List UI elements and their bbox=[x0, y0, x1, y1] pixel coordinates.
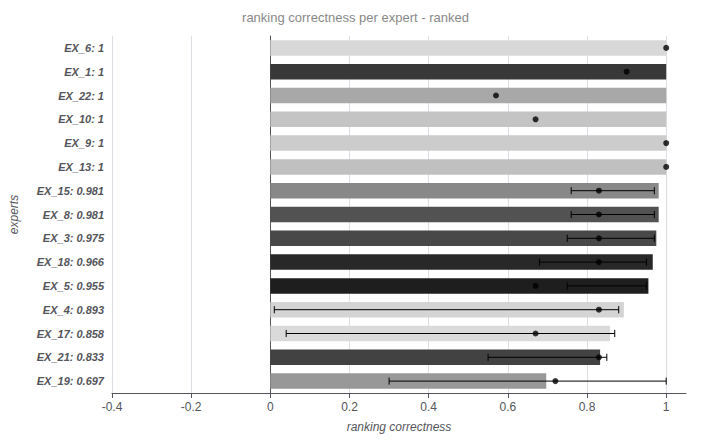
svg-text:EX_19: 0.697: EX_19: 0.697 bbox=[37, 375, 105, 387]
svg-text:EX_4: 0.893: EX_4: 0.893 bbox=[43, 304, 104, 316]
svg-text:EX_13: 1: EX_13: 1 bbox=[58, 161, 104, 173]
svg-text:EX_3: 0.975: EX_3: 0.975 bbox=[43, 232, 105, 244]
svg-text:0.4: 0.4 bbox=[420, 400, 437, 414]
svg-text:ranking correctness: ranking correctness bbox=[347, 420, 452, 434]
svg-text:1: 1 bbox=[663, 400, 670, 414]
svg-text:EX_8: 0.981: EX_8: 0.981 bbox=[43, 209, 104, 221]
svg-text:-0.4: -0.4 bbox=[102, 400, 123, 414]
svg-text:ranking correctness per expert: ranking correctness per expert - ranked bbox=[242, 10, 469, 25]
svg-text:0.8: 0.8 bbox=[579, 400, 596, 414]
svg-text:EX_21: 0.833: EX_21: 0.833 bbox=[37, 351, 104, 363]
svg-text:EX_9: 1: EX_9: 1 bbox=[64, 137, 104, 149]
svg-text:EX_10: 1: EX_10: 1 bbox=[58, 113, 104, 125]
svg-text:experts: experts bbox=[7, 195, 21, 234]
svg-text:0.6: 0.6 bbox=[500, 400, 517, 414]
svg-text:EX_15: 0.981: EX_15: 0.981 bbox=[37, 185, 104, 197]
svg-text:0: 0 bbox=[267, 400, 274, 414]
svg-text:EX_1: 1: EX_1: 1 bbox=[64, 66, 104, 78]
svg-text:EX_22: 1: EX_22: 1 bbox=[58, 90, 104, 102]
svg-text:0.2: 0.2 bbox=[341, 400, 358, 414]
svg-text:EX_17: 0.858: EX_17: 0.858 bbox=[37, 328, 105, 340]
svg-text:EX_5: 0.955: EX_5: 0.955 bbox=[43, 280, 105, 292]
svg-text:EX_6: 1: EX_6: 1 bbox=[64, 42, 104, 54]
svg-text:-0.2: -0.2 bbox=[181, 400, 202, 414]
svg-text:EX_18: 0.966: EX_18: 0.966 bbox=[37, 256, 105, 268]
